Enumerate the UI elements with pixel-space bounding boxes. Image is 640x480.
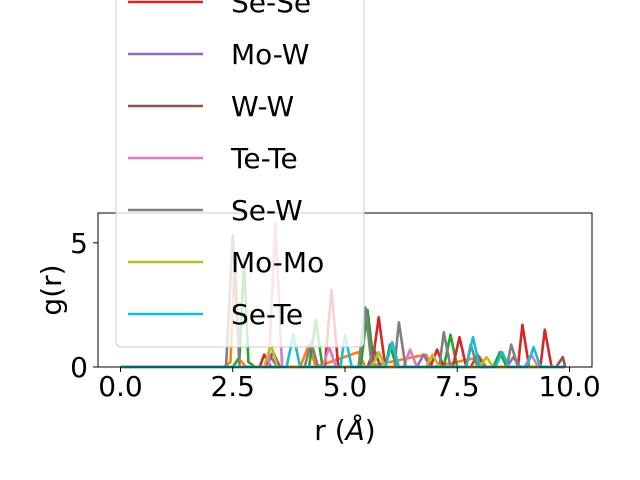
y-tick-label: 0 <box>70 351 88 384</box>
x-axis-label: r (Å) <box>314 413 375 447</box>
x-tick-label: 7.5 <box>435 370 480 403</box>
legend-label: Se-Te <box>231 298 303 331</box>
x-axis-ticks: 0.0 2.5 5.0 7.5 10.0 <box>98 367 601 403</box>
legend-label: Se-W <box>231 194 303 227</box>
x-axis-label-prefix: r ( <box>314 414 345 447</box>
y-axis-label: g(r) <box>35 264 68 315</box>
legend-label: W-W <box>231 90 294 123</box>
x-tick-label: 0.0 <box>98 370 143 403</box>
legend-label: Se-Se <box>231 0 311 19</box>
x-tick-label: 5.0 <box>323 370 368 403</box>
legend-label: Te-Te <box>230 142 298 175</box>
x-tick-label: 2.5 <box>210 370 255 403</box>
legend-label: Mo-Mo <box>231 246 324 279</box>
x-axis-label-suffix: ) <box>365 414 376 447</box>
y-tick-label: 5 <box>70 227 88 260</box>
legend: Se-Se Mo-W W-W Te-Te Se-W Mo-Mo Se-Te <box>115 0 365 348</box>
legend-box <box>115 0 365 348</box>
x-axis-label-unit: Å <box>344 413 365 447</box>
legend-label: Mo-W <box>231 38 309 71</box>
y-axis-ticks: 05 <box>70 227 98 384</box>
x-tick-label: 10.0 <box>538 370 600 403</box>
